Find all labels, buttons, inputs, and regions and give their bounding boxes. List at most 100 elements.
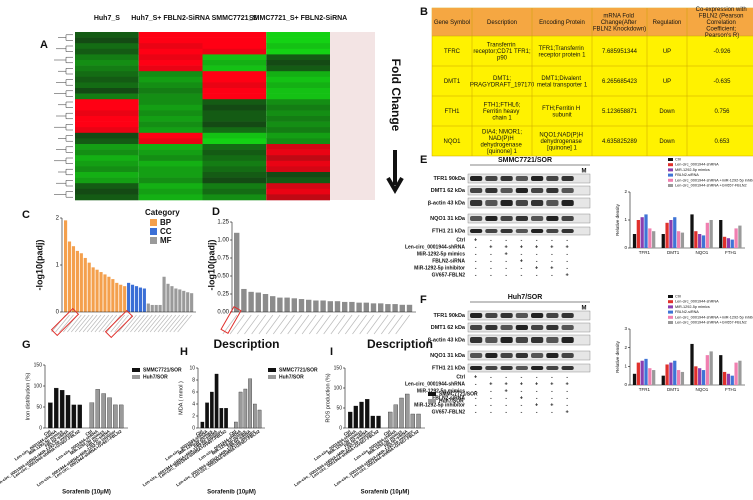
bar <box>665 364 669 385</box>
x-label-stub <box>294 314 310 335</box>
x-label-stub <box>126 314 141 333</box>
heat-cell <box>202 32 267 38</box>
protein-label: FTH1 21 kDa <box>432 228 466 234</box>
protein-label: DMT1 62 kDa <box>431 325 466 331</box>
x-tick-label: Ctrl <box>43 429 52 437</box>
band <box>531 313 544 318</box>
protein-label: DMT1 62 kDa <box>431 188 466 194</box>
heat-cell <box>202 121 267 128</box>
bar <box>378 303 384 312</box>
side-label: Fold Change <box>389 59 403 132</box>
table-cell: Encoding Protein <box>539 20 585 26</box>
band <box>515 325 528 330</box>
table-cell: DMT1; PRAGYDRAFT_197170 <box>470 75 535 88</box>
sign: - <box>505 374 507 380</box>
bar <box>107 397 112 429</box>
y-tick-label: 0 <box>39 425 42 431</box>
condition-label: MiR-1292-5p mimics <box>417 388 465 394</box>
heat-cell <box>266 76 330 83</box>
x-label-stub <box>122 314 137 333</box>
sign: - <box>520 409 522 415</box>
heat-cell <box>202 160 267 167</box>
sign: - <box>520 402 522 408</box>
band <box>470 188 483 193</box>
x-label-stub <box>94 314 110 333</box>
bar <box>636 362 640 385</box>
bar <box>640 360 644 385</box>
bar <box>234 232 240 312</box>
bar <box>392 304 398 312</box>
legend-label: FBLN2-siRNA <box>675 310 699 314</box>
bar <box>205 402 209 429</box>
x-label-stub <box>55 314 70 333</box>
heat-cell <box>138 144 203 150</box>
heat-cell <box>75 160 139 167</box>
table-cell: 7.685951344 <box>602 49 638 55</box>
heat-cell <box>75 54 139 61</box>
bar <box>119 404 124 429</box>
blot-strip <box>467 310 591 321</box>
table-cell: 0.653 <box>714 139 730 145</box>
sign: - <box>551 374 553 380</box>
band <box>470 176 483 181</box>
x-label-stub <box>102 314 118 333</box>
heat-cell <box>202 194 267 201</box>
heat-cell <box>138 177 203 184</box>
sign: + <box>535 265 538 271</box>
y-tick-label: 1 <box>56 263 60 269</box>
sign: + <box>550 265 553 271</box>
bar <box>652 370 656 385</box>
bar <box>243 388 248 429</box>
heat-cell <box>75 149 139 156</box>
band <box>561 200 574 206</box>
bar <box>698 234 702 248</box>
band <box>515 176 528 181</box>
sign: - <box>490 272 492 278</box>
column-header: Huh7_S+ FBLN2-SiRNA <box>131 15 210 22</box>
bar <box>115 282 119 312</box>
bar <box>150 304 154 312</box>
band <box>515 229 528 233</box>
band <box>515 188 528 193</box>
legend-label: Len-circ_0001944-shRNA +miR-1292-5p inhi… <box>675 178 753 182</box>
y-tick-label: 0 <box>56 310 60 316</box>
heat-cell <box>138 88 203 94</box>
sign: - <box>536 395 538 401</box>
heat-cell <box>75 132 139 139</box>
sign: + <box>520 381 523 387</box>
x-label-stub <box>251 314 266 335</box>
sign: - <box>505 409 507 415</box>
bar <box>182 290 186 312</box>
x-label-stub <box>153 314 169 333</box>
panel-label: A <box>40 39 48 51</box>
bar <box>376 415 381 429</box>
sign: - <box>475 251 477 257</box>
y-tick-label: 6 <box>192 389 195 395</box>
table-cell: UP <box>663 79 671 85</box>
x-label-stub <box>145 314 161 333</box>
x-axis-label: Sorafenib (10μM) <box>361 490 410 496</box>
table-cell: 5.123658871 <box>602 109 638 115</box>
legend-swatch <box>428 399 436 403</box>
bar <box>64 220 68 312</box>
protein-label: TFR1 90kDa <box>434 313 466 319</box>
heat-cell <box>138 194 203 201</box>
x-label-stub <box>90 314 106 333</box>
band <box>500 188 513 193</box>
sign: + <box>535 381 538 387</box>
table-cell: FTH1 <box>445 109 461 115</box>
bar <box>107 276 111 312</box>
heat-cell <box>202 183 267 190</box>
x-label-stub <box>380 314 396 335</box>
sign: - <box>475 258 477 264</box>
sign: - <box>505 265 507 271</box>
heat-cell <box>138 155 203 162</box>
heat-cell <box>202 65 267 72</box>
bar <box>661 234 665 248</box>
bar <box>79 253 83 312</box>
condition-label: Len-circ_0001944-shRNA <box>405 381 465 387</box>
bar <box>48 402 53 429</box>
legend-label: SMMC7721/SOR <box>439 391 478 397</box>
band <box>531 353 544 358</box>
table-cell: Description <box>487 20 517 26</box>
